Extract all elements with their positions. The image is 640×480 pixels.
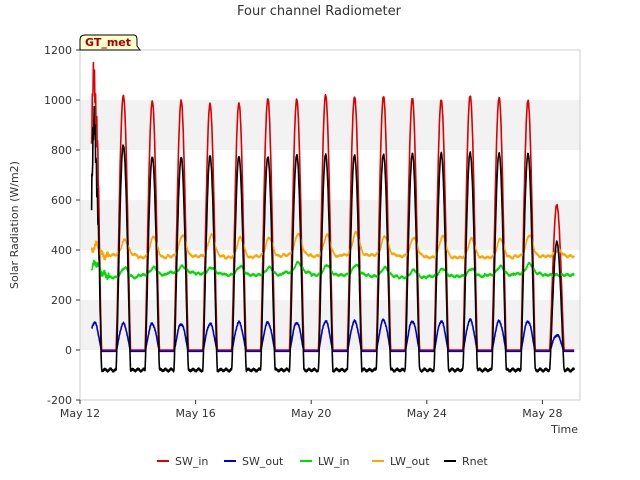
- y-axis: -200 0 200 400 600 800 1000 1200: [44, 44, 80, 407]
- legend-item-lw-in: LW_in: [300, 455, 350, 468]
- y-tick-label: -200: [47, 394, 72, 407]
- legend-label: Rnet: [462, 455, 488, 468]
- x-axis: May 12 May 16 May 20 May 24 May 28: [60, 400, 563, 420]
- y-tick-label: 400: [51, 244, 72, 257]
- x-tick-label: May 28: [522, 407, 562, 420]
- legend-label: SW_in: [175, 455, 208, 468]
- legend: SW_in SW_out LW_in LW_out Rnet: [157, 455, 488, 468]
- x-tick-label: May 20: [291, 407, 331, 420]
- y-tick-label: 0: [65, 344, 72, 357]
- x-axis-label: Time: [550, 423, 578, 436]
- grid-band: [80, 50, 580, 100]
- x-tick-label: May 16: [175, 407, 215, 420]
- y-tick-label: 800: [51, 144, 72, 157]
- y-tick-label: 1200: [44, 44, 72, 57]
- y-tick-label: 1000: [44, 94, 72, 107]
- grid-band: [80, 350, 580, 400]
- x-tick-label: May 24: [407, 407, 447, 420]
- series-line-rnet: [90, 105, 575, 373]
- legend-item-rnet: Rnet: [444, 455, 488, 468]
- plot-frame: [79, 49, 581, 401]
- legend-label: LW_in: [318, 455, 350, 468]
- annotation-label: GT_met: [85, 36, 131, 49]
- annotation-badge: GT_met: [79, 34, 141, 51]
- y-axis-label: Solar Radiation (W/m2): [8, 161, 21, 289]
- y-tick-label: 600: [51, 194, 72, 207]
- x-tick-label: May 12: [60, 407, 100, 420]
- legend-label: LW_out: [390, 455, 430, 468]
- series-layer: [90, 61, 575, 373]
- legend-label: SW_out: [242, 455, 284, 468]
- legend-item-sw-in: SW_in: [157, 455, 208, 468]
- chart-title: Four channel Radiometer: [237, 4, 402, 19]
- legend-item-sw-out: SW_out: [224, 455, 284, 468]
- legend-item-lw-out: LW_out: [372, 455, 430, 468]
- y-tick-label: 200: [51, 294, 72, 307]
- series-line-lw-out: [90, 230, 575, 261]
